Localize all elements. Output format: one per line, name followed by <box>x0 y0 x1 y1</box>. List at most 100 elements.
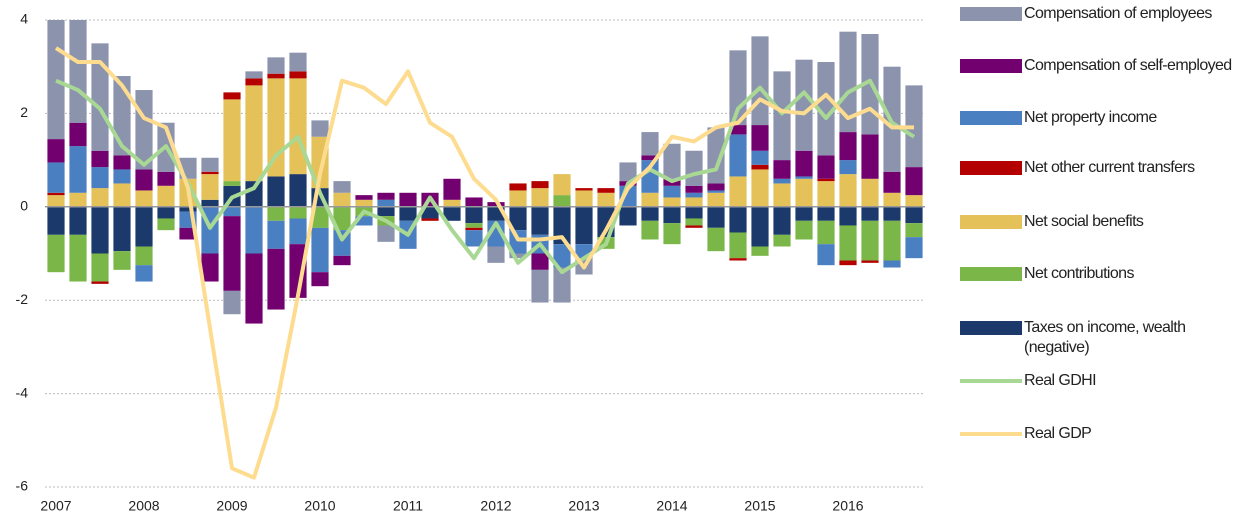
bar-segment <box>641 192 659 207</box>
bar-segment <box>443 178 461 200</box>
bar-segment <box>289 174 307 207</box>
bar-segment <box>509 206 527 231</box>
legend-swatch <box>960 432 1022 436</box>
bar-segment <box>641 220 659 240</box>
bar-segment <box>707 227 725 252</box>
bar-segment <box>509 230 527 254</box>
bar-segment <box>773 71 791 161</box>
bar-segment <box>795 178 813 207</box>
bar-segment <box>157 206 175 219</box>
bar-segment <box>91 206 109 254</box>
x-tick-label: 2008 <box>128 498 159 514</box>
bar-segment <box>223 216 241 291</box>
bar-segment <box>905 237 923 259</box>
bar-segment <box>135 206 153 247</box>
bar-segment <box>311 227 329 273</box>
bar-segment <box>575 188 593 191</box>
legend-swatch <box>960 161 1022 175</box>
bar-segment <box>69 206 87 235</box>
legend-label: Net contributions <box>1024 265 1134 282</box>
bar-segment <box>355 195 373 200</box>
x-tick-label: 2015 <box>744 498 775 514</box>
bar-segment <box>685 218 703 226</box>
bar-segment <box>773 160 791 179</box>
bar-segment <box>729 176 747 207</box>
bar-segment <box>751 206 769 247</box>
bar-segment <box>861 260 879 263</box>
bar-segment <box>597 188 615 193</box>
bar-segment <box>465 206 483 224</box>
bar-segment <box>69 20 87 123</box>
bar-segment <box>113 206 131 252</box>
bar-segment <box>465 230 483 247</box>
bar-segment <box>531 253 549 270</box>
legend-label: Taxes on income, wealth (negative) <box>1024 319 1186 356</box>
bar-segment <box>883 206 901 221</box>
bar-segment <box>861 220 879 261</box>
legend-label: Compensation of self-employed <box>1024 57 1232 74</box>
bar-segment <box>91 167 109 189</box>
bar-segment <box>619 162 637 182</box>
bar-segment <box>355 216 373 226</box>
bar-segment <box>245 78 263 86</box>
x-tick-label: 2012 <box>480 498 511 514</box>
bar-segment <box>333 192 351 207</box>
bar-segment <box>245 85 263 182</box>
bar-segment <box>553 244 571 268</box>
bar-segment <box>817 155 835 179</box>
bar-segment <box>465 197 483 207</box>
bar-segment <box>685 197 703 207</box>
bar-segment <box>707 183 725 191</box>
bar-segment <box>641 155 659 161</box>
x-tick-label: 2011 <box>393 498 423 514</box>
bar-segment <box>531 269 549 303</box>
bar-segment <box>663 206 681 224</box>
bar-segment <box>883 192 901 207</box>
legend-label: Real GDHI <box>1024 372 1097 389</box>
bar-segment <box>113 183 131 207</box>
bar-segment <box>685 206 703 219</box>
bar-segment <box>267 248 285 310</box>
bar-segment <box>751 169 769 207</box>
bar-segment <box>795 220 813 240</box>
bar-segment <box>773 206 791 235</box>
bar-segment <box>421 206 439 219</box>
bar-segment <box>861 206 879 221</box>
bar-segment <box>47 192 65 196</box>
bar-segment <box>861 178 879 207</box>
bar-segment <box>707 192 725 207</box>
bar-segment <box>47 234 65 273</box>
bar-segment <box>905 195 923 207</box>
bar-segment <box>113 251 131 270</box>
bar-segment <box>47 162 65 193</box>
bar-segment <box>443 206 461 221</box>
legend-swatch <box>960 267 1022 281</box>
bar-segment <box>509 183 527 191</box>
bar-segment <box>839 31 857 133</box>
bar-segment <box>135 169 153 191</box>
bar-segment <box>47 20 65 140</box>
bar-segment <box>839 225 857 261</box>
bar-segment <box>883 220 901 261</box>
bar-segment <box>773 234 791 247</box>
legend-swatch <box>960 59 1022 73</box>
bar-segment <box>91 188 109 207</box>
bar-segment <box>641 206 659 221</box>
bar-segment <box>839 206 857 226</box>
bar-segment <box>289 206 307 219</box>
bar-segment <box>685 225 703 228</box>
bar-segment <box>289 244 307 298</box>
bar-segment <box>795 59 813 151</box>
bar-segment <box>47 206 65 235</box>
bar-segment <box>861 134 879 179</box>
bar-segment <box>399 192 417 207</box>
bar-segment <box>223 181 241 186</box>
bar-segment <box>773 178 791 184</box>
bar-segment <box>751 36 769 126</box>
bar-segment <box>267 73 285 79</box>
bar-segment <box>729 206 747 233</box>
bar-segment <box>69 146 87 193</box>
bar-segment <box>135 246 153 266</box>
bar-segment <box>135 265 153 282</box>
bar-segment <box>311 206 329 228</box>
